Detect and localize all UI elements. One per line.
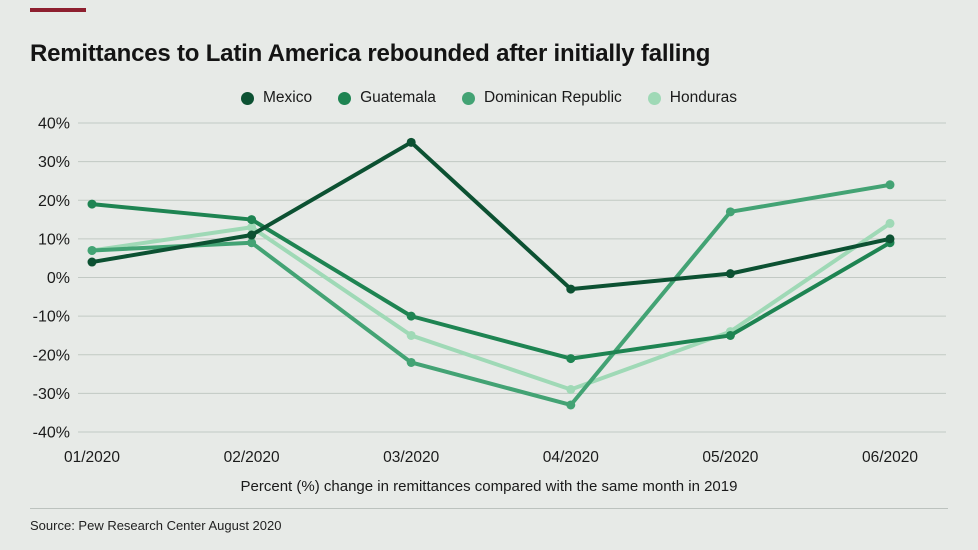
- data-point-honduras: [566, 385, 576, 395]
- y-tick-label: 30%: [38, 154, 70, 171]
- y-tick-label: 0%: [47, 270, 70, 287]
- legend-dot: [241, 91, 254, 105]
- y-tick-label: -30%: [33, 386, 70, 403]
- data-point-honduras: [247, 222, 257, 232]
- line-chart: 40% 30% 20% 10% 0% -10% -20% -30% -40% 01/2020 02/…: [33, 116, 946, 466]
- legend-dot: [338, 91, 352, 105]
- legend-item-mexico: Mexico: [241, 89, 312, 107]
- data-point-dominican-republic: [566, 400, 576, 410]
- series-line-guatemala: [90, 202, 892, 361]
- legend-label: Mexico: [263, 89, 313, 106]
- y-tick-label: 20%: [38, 193, 70, 210]
- x-tick-label: 06/2020: [862, 449, 918, 466]
- data-point-dominican-republic: [885, 180, 895, 190]
- series-line-dominican-republic: [90, 182, 892, 407]
- legend-dot: [461, 91, 475, 105]
- footer: Source: Pew Research Center August 2020: [30, 508, 948, 533]
- y-tick-label: -20%: [33, 347, 70, 364]
- data-point-guatemala: [725, 330, 735, 340]
- series-line-mexico: [90, 140, 892, 292]
- series-line-honduras: [90, 221, 892, 392]
- y-tick-label: 10%: [38, 231, 70, 248]
- top-accent-bar: [30, 8, 86, 12]
- data-point-mexico: [725, 269, 735, 279]
- x-tick-label: 03/2020: [383, 449, 439, 466]
- data-point-guatemala: [87, 199, 97, 209]
- data-point-mexico: [87, 257, 97, 267]
- x-tick-label: 02/2020: [224, 449, 280, 466]
- data-point-dominican-republic: [406, 357, 416, 367]
- data-point-guatemala: [566, 354, 576, 364]
- legend: Mexico Guatemala Dominican Republic Hondura…: [0, 88, 978, 108]
- data-point-mexico: [566, 284, 576, 294]
- data-point-guatemala: [247, 215, 257, 225]
- legend-label: Dominican Republic: [483, 89, 622, 106]
- data-point-guatemala: [406, 311, 416, 321]
- legend-item-honduras: Honduras: [647, 89, 737, 107]
- chart-title: Remittances to Latin America rebounded a…: [30, 40, 711, 67]
- data-point-mexico: [885, 234, 895, 244]
- legend-dot: [647, 91, 661, 105]
- data-point-dominican-republic: [87, 245, 97, 255]
- data-point-honduras: [885, 218, 895, 228]
- x-tick-label: 05/2020: [702, 449, 758, 466]
- y-tick-label: -40%: [33, 425, 70, 442]
- data-point-mexico: [247, 230, 257, 240]
- legend-item-guatemala: Guatemala: [338, 89, 436, 107]
- data-point-mexico: [406, 137, 416, 147]
- y-tick-label: -10%: [33, 309, 70, 326]
- legend-label: Honduras: [669, 89, 737, 106]
- data-point-dominican-republic: [247, 238, 257, 248]
- legend-label: Guatemala: [360, 89, 436, 106]
- data-point-honduras: [406, 330, 416, 340]
- source-text: Source: Pew Research Center August 2020: [30, 518, 282, 533]
- x-tick-label: 01/2020: [64, 449, 120, 466]
- legend-item-dominican-republic: Dominican Republic: [461, 89, 622, 107]
- x-tick-label: 04/2020: [543, 449, 599, 466]
- data-point-dominican-republic: [725, 207, 735, 217]
- x-axis-caption: Percent (%) change in remittances compar…: [240, 478, 738, 495]
- y-tick-label: 40%: [38, 116, 70, 133]
